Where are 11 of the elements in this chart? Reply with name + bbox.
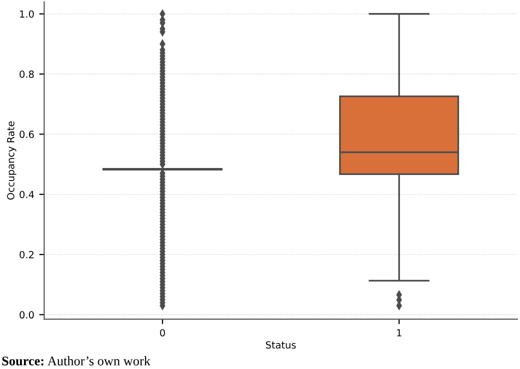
y-tick-label: 0.0 <box>20 311 34 319</box>
x-tick-label: 1 <box>397 329 402 336</box>
y-tick-label: 1.0 <box>20 10 34 18</box>
y-axis-title: Occupancy Rate <box>7 121 16 200</box>
source-note: Source: Author’s own work <box>2 356 150 366</box>
y-tick-label: 0.6 <box>20 130 34 138</box>
y-tick-label: 0.2 <box>20 250 34 258</box>
y-tick-label: 0.4 <box>20 190 34 198</box>
x-axis-title: Status <box>266 341 296 349</box>
x-tick-label: 0 <box>160 329 165 336</box>
y-tick-label: 0.8 <box>20 70 34 78</box>
